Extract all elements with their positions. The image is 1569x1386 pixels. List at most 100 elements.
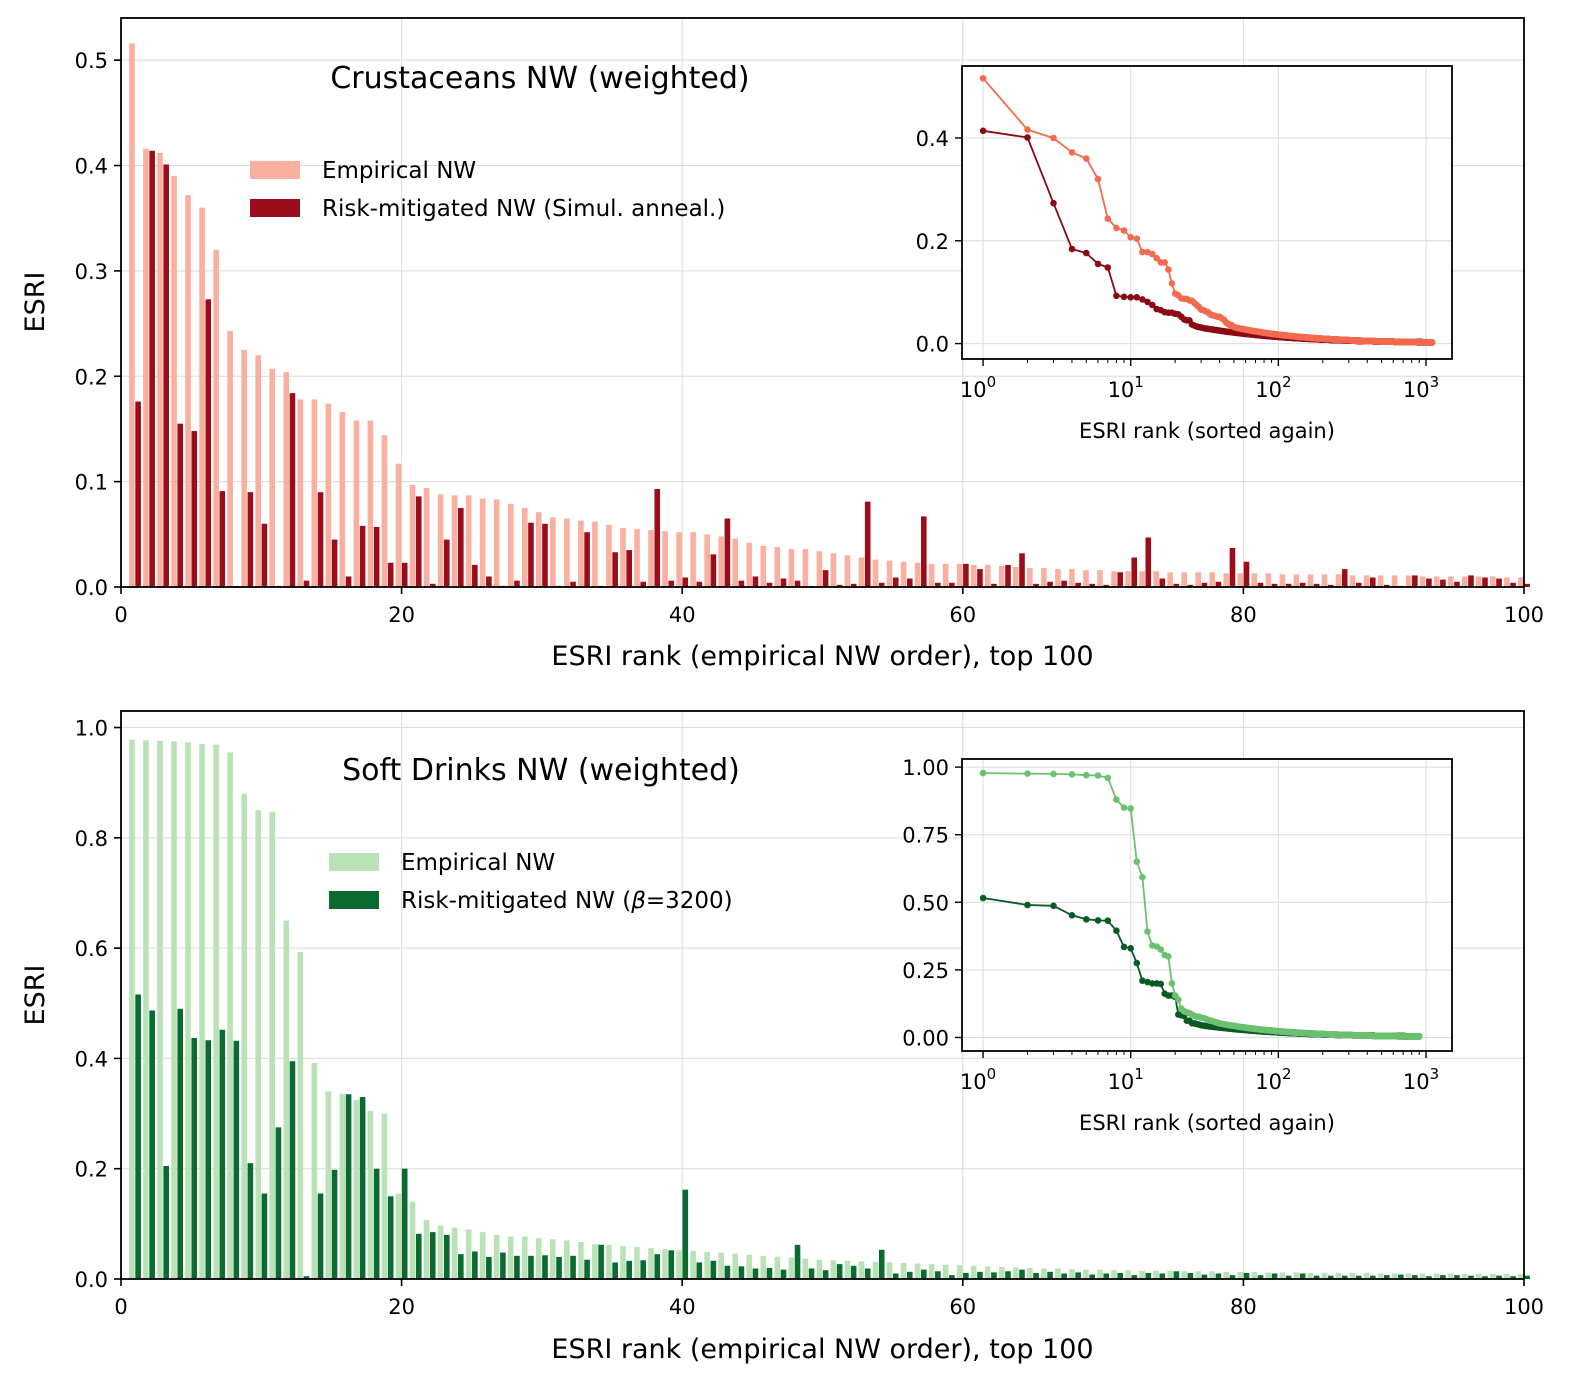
inset-point-empirical bbox=[1113, 224, 1120, 232]
inset-point-risk-mitigated bbox=[1104, 917, 1112, 924]
inset-frame bbox=[961, 65, 1453, 360]
bar-risk-mitigated bbox=[1299, 1273, 1306, 1279]
bar-empirical bbox=[886, 1262, 893, 1279]
bar-risk-mitigated bbox=[1496, 1275, 1502, 1279]
bar-empirical bbox=[886, 560, 893, 587]
bar-empirical bbox=[1069, 569, 1075, 587]
bar-risk-mitigated bbox=[963, 563, 969, 587]
bar-risk-mitigated bbox=[724, 518, 731, 587]
inset-point-empirical bbox=[1068, 771, 1076, 778]
bar-empirical bbox=[129, 43, 135, 588]
inset-chart: 100 101 102 103 0.00 0.25 0.50 0.75 1.00 ESRI ran… bbox=[902, 756, 1453, 1135]
bar-risk-mitigated bbox=[1313, 1275, 1320, 1279]
bar-risk-mitigated bbox=[1117, 1272, 1124, 1279]
bar-risk-mitigated bbox=[1482, 577, 1488, 587]
bar-empirical bbox=[395, 463, 402, 587]
bar-risk-mitigated bbox=[556, 1256, 562, 1279]
bar-risk-mitigated bbox=[163, 164, 169, 587]
bar-empirical bbox=[1265, 573, 1272, 587]
bar-empirical bbox=[507, 503, 514, 587]
bar-empirical bbox=[1139, 571, 1145, 587]
bar-empirical bbox=[900, 1263, 907, 1279]
bar-empirical bbox=[339, 412, 346, 587]
bar-empirical bbox=[732, 1253, 739, 1279]
inset-point-risk-mitigated bbox=[1144, 298, 1151, 306]
bar-empirical bbox=[1097, 570, 1103, 587]
inset-point-risk-mitigated bbox=[1149, 301, 1156, 309]
inset-point-risk-mitigated bbox=[1127, 945, 1134, 952]
bar-risk-mitigated bbox=[359, 525, 366, 587]
bar-risk-mitigated bbox=[1355, 1275, 1362, 1279]
bar-risk-mitigated bbox=[752, 576, 759, 587]
bar-empirical bbox=[1307, 574, 1314, 587]
bar-risk-mitigated bbox=[752, 1268, 759, 1279]
bar-empirical bbox=[241, 793, 247, 1279]
bar-risk-mitigated bbox=[528, 1255, 534, 1279]
bar-empirical bbox=[704, 1251, 710, 1279]
inset-point-empirical bbox=[1415, 1033, 1423, 1040]
bar-risk-mitigated bbox=[1355, 582, 1362, 587]
bar-empirical bbox=[521, 1236, 528, 1279]
bar-risk-mitigated bbox=[682, 1189, 689, 1279]
bar-empirical bbox=[774, 546, 781, 587]
bar-risk-mitigated bbox=[822, 1270, 829, 1279]
bar-risk-mitigated bbox=[1005, 564, 1011, 587]
y-tick-label: 0.0 bbox=[75, 576, 108, 600]
bar-risk-mitigated bbox=[906, 578, 913, 587]
bar-risk-mitigated bbox=[991, 583, 997, 587]
bar-empirical bbox=[1181, 572, 1187, 587]
bar-empirical bbox=[746, 542, 753, 587]
bar-empirical bbox=[1321, 1272, 1328, 1279]
bar-risk-mitigated bbox=[654, 489, 661, 587]
bar-risk-mitigated bbox=[808, 1268, 815, 1279]
bar-empirical bbox=[507, 1236, 514, 1279]
bar-risk-mitigated bbox=[570, 581, 576, 587]
bar-empirical bbox=[732, 538, 739, 587]
bar-risk-mitigated bbox=[780, 1269, 787, 1279]
inset-chart: 100 101 102 103 0.0 0.2 0.4 ESRI rank (sorted a… bbox=[916, 65, 1453, 443]
bar-risk-mitigated bbox=[1369, 1275, 1376, 1279]
bar-empirical bbox=[578, 520, 584, 587]
inset-point-risk-mitigated bbox=[1083, 916, 1090, 923]
bar-risk-mitigated bbox=[1075, 582, 1081, 587]
bar-risk-mitigated bbox=[247, 1163, 254, 1279]
bar-empirical bbox=[479, 498, 486, 587]
bar-empirical bbox=[1251, 1271, 1258, 1279]
bar-risk-mitigated bbox=[373, 526, 380, 587]
bar-risk-mitigated bbox=[696, 581, 703, 587]
bar-empirical bbox=[465, 495, 472, 587]
bar-empirical bbox=[830, 1260, 837, 1279]
bar-empirical bbox=[536, 1238, 542, 1279]
bar-risk-mitigated bbox=[247, 492, 254, 587]
bar-risk-mitigated bbox=[458, 507, 464, 587]
bar-risk-mitigated bbox=[275, 1127, 282, 1279]
inset-point-empirical bbox=[1168, 980, 1176, 987]
bar-risk-mitigated bbox=[1454, 1275, 1460, 1279]
bar-empirical bbox=[1391, 575, 1398, 587]
legend-label: Empirical NW bbox=[322, 158, 476, 184]
inset-y-tick-label: 0.2 bbox=[916, 230, 949, 254]
bar-empirical bbox=[1307, 1272, 1314, 1279]
bar-risk-mitigated bbox=[317, 492, 324, 587]
bar-risk-mitigated bbox=[1510, 1276, 1516, 1279]
bar-empirical bbox=[1251, 573, 1258, 587]
inset-point-empirical bbox=[1083, 155, 1090, 162]
inset-point-empirical bbox=[1050, 770, 1057, 778]
bar-risk-mitigated bbox=[401, 1168, 408, 1279]
bar-empirical bbox=[325, 1091, 332, 1279]
bar-empirical bbox=[1504, 577, 1510, 587]
bar-risk-mitigated bbox=[1019, 553, 1025, 587]
bar-empirical bbox=[1237, 1271, 1244, 1279]
bar-empirical bbox=[900, 561, 907, 587]
bar-risk-mitigated bbox=[387, 562, 394, 587]
bar-risk-mitigated bbox=[724, 1265, 731, 1279]
bar-empirical bbox=[1433, 1273, 1440, 1279]
bar-empirical bbox=[1167, 1270, 1173, 1279]
y-axis-label: ESRI bbox=[20, 272, 51, 333]
y-tick-label: 0.6 bbox=[75, 937, 108, 961]
bar-risk-mitigated bbox=[1047, 581, 1053, 587]
bar-risk-mitigated bbox=[429, 1232, 436, 1279]
inset-point-empirical bbox=[1157, 946, 1165, 953]
bar-risk-mitigated bbox=[149, 150, 155, 587]
bar-risk-mitigated bbox=[626, 1260, 632, 1279]
